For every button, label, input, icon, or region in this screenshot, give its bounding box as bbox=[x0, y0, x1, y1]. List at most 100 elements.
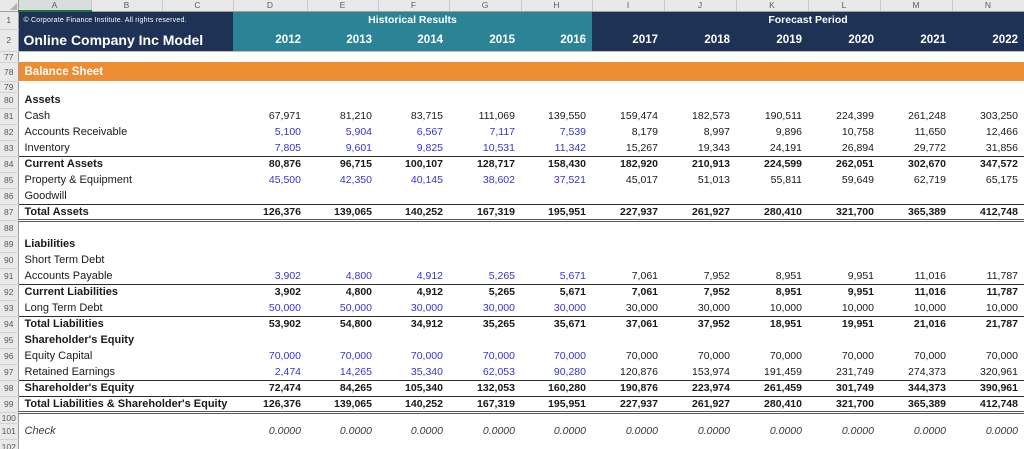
cell-r80-c5[interactable] bbox=[592, 92, 664, 108]
cell-r84-c2[interactable]: 100,107 bbox=[378, 155, 449, 172]
column-header-c[interactable]: C bbox=[162, 0, 234, 12]
column-header-j[interactable]: J bbox=[664, 0, 737, 12]
cell-r94-c3[interactable]: 35,265 bbox=[449, 315, 521, 332]
cell-r79-c7[interactable] bbox=[736, 81, 808, 92]
cell-r102-c6[interactable] bbox=[664, 439, 736, 449]
cell-r97-c10[interactable]: 320,961 bbox=[952, 364, 1024, 380]
cell-r91-c7[interactable]: 8,951 bbox=[736, 268, 808, 284]
cell-r91-c6[interactable]: 7,952 bbox=[664, 268, 736, 284]
cell-r83-c8[interactable]: 26,894 bbox=[808, 140, 880, 156]
cell-r90-c2[interactable] bbox=[378, 252, 449, 268]
cell-r93-c0[interactable]: 50,000 bbox=[233, 300, 307, 316]
row-label-99[interactable]: Total Liabilities & Shareholder's Equity bbox=[18, 395, 233, 414]
row-label-91[interactable]: Accounts Payable bbox=[18, 268, 233, 284]
cell-r99-c0[interactable]: 126,376 bbox=[233, 395, 307, 414]
cell-r86-c3[interactable] bbox=[449, 188, 521, 204]
cell-r101-c8[interactable]: 0.0000 bbox=[808, 423, 880, 439]
row-label-87[interactable]: Total Assets bbox=[18, 203, 233, 222]
cell-r95-c4[interactable] bbox=[521, 332, 592, 348]
cell-r90-c10[interactable] bbox=[952, 252, 1024, 268]
cell-r80-c6[interactable] bbox=[664, 92, 736, 108]
cell-r96-c9[interactable]: 70,000 bbox=[880, 348, 952, 364]
cell-r101-c1[interactable]: 0.0000 bbox=[307, 423, 378, 439]
row-label-80[interactable]: Assets bbox=[18, 92, 233, 108]
cell-r79-c1[interactable] bbox=[307, 81, 378, 92]
cell-r88-c6[interactable] bbox=[664, 220, 736, 236]
cell-r90-c7[interactable] bbox=[736, 252, 808, 268]
cell-r92-c8[interactable]: 9,951 bbox=[808, 283, 880, 300]
cell-r96-c3[interactable]: 70,000 bbox=[449, 348, 521, 364]
row-header-97[interactable]: 97 bbox=[0, 364, 19, 381]
year-cell-2015[interactable]: 2015 bbox=[449, 29, 521, 51]
select-all-corner[interactable] bbox=[0, 0, 19, 12]
cell-r95-c2[interactable] bbox=[378, 332, 449, 348]
cell-r87-c0[interactable]: 126,376 bbox=[233, 203, 307, 222]
cell-r84-c9[interactable]: 302,670 bbox=[880, 155, 952, 172]
cell-r82-c2[interactable]: 6,567 bbox=[378, 124, 449, 140]
cell-r100-c5[interactable] bbox=[592, 412, 664, 423]
row-header-102[interactable]: 102 bbox=[0, 439, 19, 449]
year-cell-2022[interactable]: 2022 bbox=[952, 29, 1024, 51]
cell-r101-c4[interactable]: 0.0000 bbox=[521, 423, 592, 439]
cell-r88-c2[interactable] bbox=[378, 220, 449, 236]
cell-r83-c7[interactable]: 24,191 bbox=[736, 140, 808, 156]
cell-r79-c6[interactable] bbox=[664, 81, 736, 92]
cell-r88-c0[interactable] bbox=[233, 220, 307, 236]
cell-r85-c5[interactable]: 45,017 bbox=[592, 172, 664, 188]
column-header-h[interactable]: H bbox=[521, 0, 593, 12]
cell-r83-c3[interactable]: 10,531 bbox=[449, 140, 521, 156]
cell-r92-c4[interactable]: 5,671 bbox=[521, 283, 592, 300]
cell-r93-c1[interactable]: 50,000 bbox=[307, 300, 378, 316]
cell-r85-c6[interactable]: 51,013 bbox=[664, 172, 736, 188]
row-header-1[interactable]: 1 bbox=[0, 11, 19, 30]
cell-r77-c1[interactable] bbox=[307, 51, 378, 62]
cell-r100-c9[interactable] bbox=[880, 412, 952, 423]
cell-r100-c8[interactable] bbox=[808, 412, 880, 423]
cell-r85-c2[interactable]: 40,145 bbox=[378, 172, 449, 188]
cell-r80-c4[interactable] bbox=[521, 92, 592, 108]
cell-r94-c8[interactable]: 19,951 bbox=[808, 315, 880, 332]
cell-r89-c4[interactable] bbox=[521, 236, 592, 252]
cell-r81-c8[interactable]: 224,399 bbox=[808, 108, 880, 124]
historical-results-band[interactable]: Historical Results bbox=[233, 11, 592, 29]
cell-r102-c0[interactable] bbox=[233, 439, 307, 449]
cell-r98-c8[interactable]: 301,749 bbox=[808, 379, 880, 396]
cell-r85-c1[interactable]: 42,350 bbox=[307, 172, 378, 188]
cell-r90-c5[interactable] bbox=[592, 252, 664, 268]
cell-r83-c1[interactable]: 9,601 bbox=[307, 140, 378, 156]
cell-r93-c9[interactable]: 10,000 bbox=[880, 300, 952, 316]
cell-r81-c0[interactable]: 67,971 bbox=[233, 108, 307, 124]
cell-r97-c0[interactable]: 2,474 bbox=[233, 364, 307, 380]
cell-r79-c3[interactable] bbox=[449, 81, 521, 92]
row-header-90[interactable]: 90 bbox=[0, 252, 19, 269]
row-header-82[interactable]: 82 bbox=[0, 124, 19, 141]
row-label-98[interactable]: Shareholder's Equity bbox=[18, 379, 233, 396]
row-label-90[interactable]: Short Term Debt bbox=[18, 252, 233, 268]
cell-r84-c4[interactable]: 158,430 bbox=[521, 155, 592, 172]
row-header-98[interactable]: 98 bbox=[0, 380, 19, 397]
cell-r84-c0[interactable]: 80,876 bbox=[233, 155, 307, 172]
year-cell-2016[interactable]: 2016 bbox=[521, 29, 592, 51]
cell-r92-c9[interactable]: 11,016 bbox=[880, 283, 952, 300]
year-cell-2020[interactable]: 2020 bbox=[808, 29, 880, 51]
cell-r80-c1[interactable] bbox=[307, 92, 378, 108]
cell-r88-c1[interactable] bbox=[307, 220, 378, 236]
cell-r82-c9[interactable]: 11,650 bbox=[880, 124, 952, 140]
cell-r99-c4[interactable]: 195,951 bbox=[521, 395, 592, 414]
cell-r80-c9[interactable] bbox=[880, 92, 952, 108]
row-label-94[interactable]: Total Liabilities bbox=[18, 315, 233, 332]
cell-r85-c3[interactable]: 38,602 bbox=[449, 172, 521, 188]
cell-r87-c6[interactable]: 261,927 bbox=[664, 203, 736, 222]
cell-r94-c7[interactable]: 18,951 bbox=[736, 315, 808, 332]
cell-r101-c6[interactable]: 0.0000 bbox=[664, 423, 736, 439]
cell-r86-c8[interactable] bbox=[808, 188, 880, 204]
cell-r85-c0[interactable]: 45,500 bbox=[233, 172, 307, 188]
cell-r95-c1[interactable] bbox=[307, 332, 378, 348]
row-header-88[interactable]: 88 bbox=[0, 220, 19, 237]
row-header-2[interactable]: 2 bbox=[0, 29, 19, 52]
forecast-period-band[interactable]: Forecast Period bbox=[592, 11, 1024, 29]
row-header-79[interactable]: 79 bbox=[0, 81, 19, 93]
cell-r102-c10[interactable] bbox=[952, 439, 1024, 449]
cell-r77-c5[interactable] bbox=[592, 51, 664, 62]
cell-r79-c4[interactable] bbox=[521, 81, 592, 92]
